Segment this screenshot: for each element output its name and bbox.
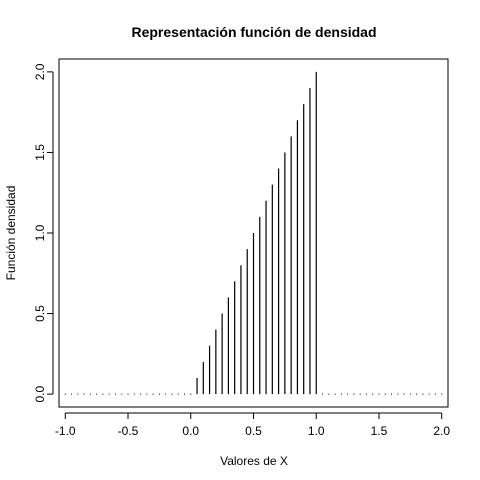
y-axis: 0.0 0.5 1.0 1.5 2.0	[33, 63, 54, 402]
y-axis-label: Función densidad	[4, 186, 18, 281]
chart-title: Representación función de densidad	[131, 24, 376, 40]
y-tick-label: 1.5	[33, 144, 47, 161]
y-tick-label: 0.0	[33, 385, 47, 402]
x-tick-label: 2.0	[433, 424, 450, 438]
x-tick-label: 0.5	[245, 424, 262, 438]
y-tick-label: 2.0	[33, 63, 47, 80]
density-spikes	[64, 71, 443, 395]
x-tick-label: -1.0	[55, 424, 76, 438]
plot-frame	[58, 58, 449, 408]
y-tick-label: 1.0	[33, 224, 47, 241]
x-axis: -1.0 -0.5 0.0 0.5 1.0 1.5 2.0	[55, 412, 450, 438]
x-tick-label: 0.0	[182, 424, 199, 438]
x-tick-label: 1.5	[371, 424, 388, 438]
y-tick-label: 0.5	[33, 305, 47, 322]
x-tick-label: 1.0	[308, 424, 325, 438]
x-axis-label: Valores de X	[220, 454, 288, 468]
x-tick-label: -0.5	[118, 424, 139, 438]
